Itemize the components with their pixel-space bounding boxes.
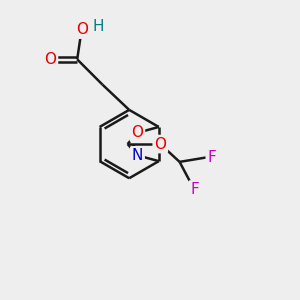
Text: O: O xyxy=(44,52,56,67)
Text: N: N xyxy=(132,148,143,163)
Text: F: F xyxy=(190,182,199,197)
Text: F: F xyxy=(207,150,216,165)
Text: H: H xyxy=(92,19,104,34)
Text: O: O xyxy=(131,125,143,140)
Text: O: O xyxy=(76,22,88,37)
Text: O: O xyxy=(154,136,166,152)
